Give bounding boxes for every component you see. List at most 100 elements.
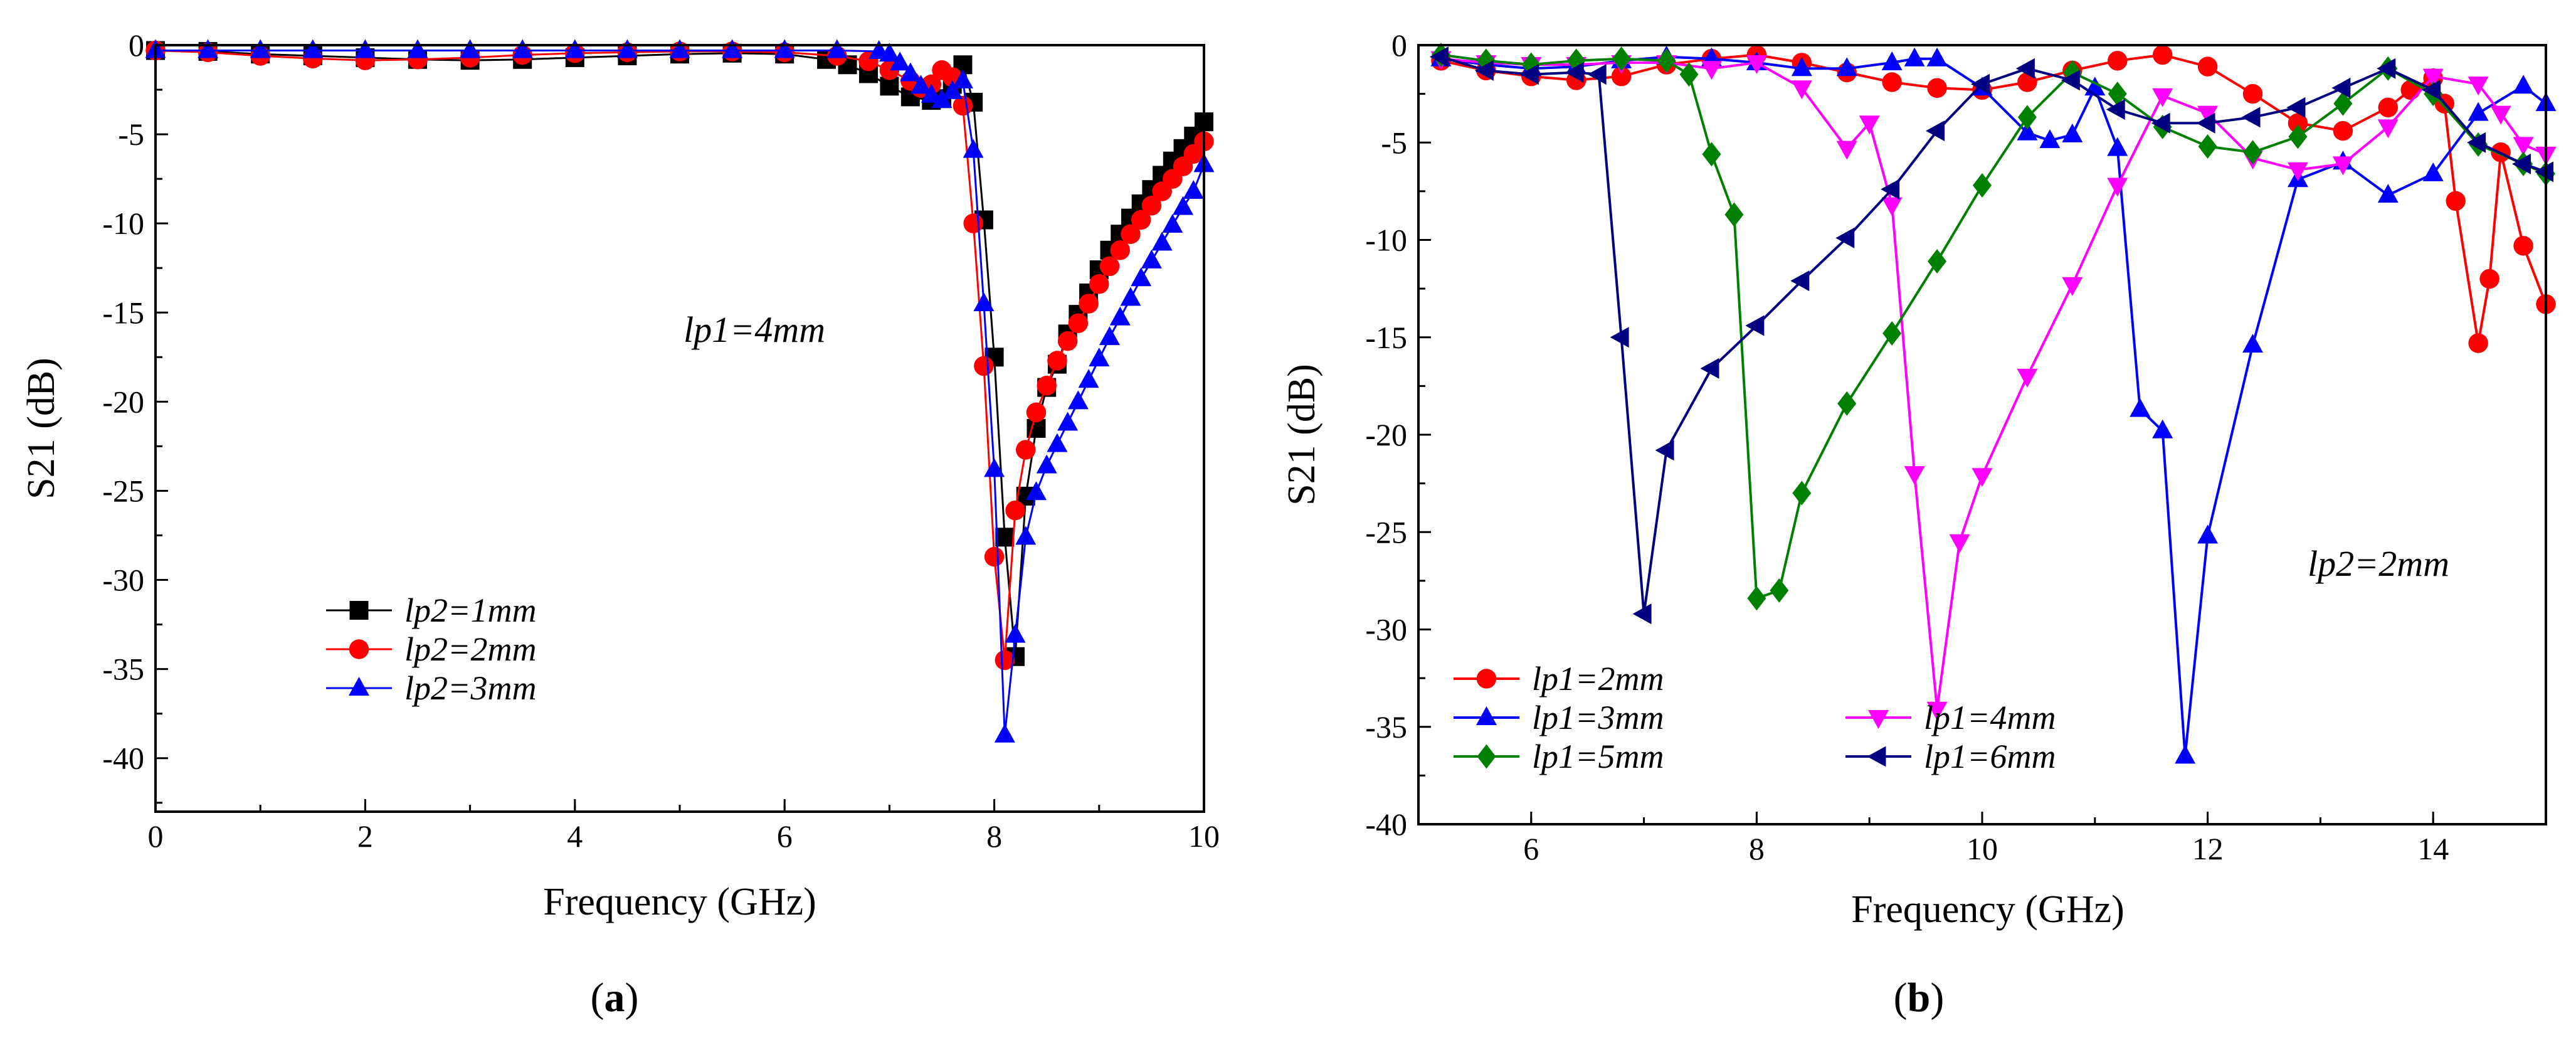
data-point — [1429, 46, 1449, 68]
legend-label: lp1=6mm — [1924, 738, 2056, 775]
data-point — [2152, 45, 2173, 65]
x-tick-label: 2 — [357, 819, 373, 854]
data-point — [2535, 161, 2553, 183]
data-point — [984, 458, 1005, 477]
data-point — [407, 39, 428, 58]
data-point — [1745, 315, 1765, 336]
data-point — [2196, 112, 2215, 134]
data-point — [512, 39, 533, 58]
data-point — [2015, 58, 2035, 79]
data-point — [2331, 77, 2351, 98]
data-point — [2332, 156, 2353, 176]
data-point — [250, 39, 271, 58]
y-tick-label: -10 — [102, 206, 144, 241]
data-point — [2288, 113, 2308, 133]
data-point — [1057, 411, 1079, 431]
data-point — [1079, 294, 1099, 314]
data-point — [1836, 57, 1857, 77]
y-tick-label: -30 — [1365, 612, 1407, 647]
data-point — [1904, 47, 1925, 66]
legend-entry: lp1=3mm — [1454, 699, 1664, 736]
data-point — [1835, 227, 1855, 248]
data-point — [2422, 162, 2444, 181]
data-point — [1587, 64, 1607, 85]
data-point — [1110, 240, 1130, 260]
data-point — [1047, 433, 1068, 452]
legend-label: lp2=1mm — [404, 592, 536, 629]
series-line — [156, 50, 1205, 736]
data-point — [1837, 391, 1857, 416]
y-tick-label: 0 — [1391, 28, 1407, 63]
data-point — [1067, 390, 1089, 410]
data-point — [2061, 70, 2080, 91]
x-tick-label: 10 — [1188, 819, 1220, 854]
legend-entry: lp1=6mm — [1845, 738, 2056, 775]
data-point — [1746, 55, 1767, 74]
x-tick-label: 8 — [1749, 831, 1765, 866]
data-point — [2130, 398, 2151, 417]
data-point — [2197, 105, 2219, 125]
series-lp1=3mm — [1430, 45, 2557, 764]
y-tick-label: -20 — [1365, 417, 1407, 452]
legend-marker — [1477, 744, 1496, 769]
chart-b-ticks: 6 8 10 12 14 0 -5 -10 -15 -20 -25 -30 -35 -40 — [1365, 28, 2547, 866]
data-point — [911, 75, 932, 94]
data-point — [1881, 51, 1903, 70]
data-point — [1836, 141, 1857, 160]
legend-label: lp1=5mm — [1532, 738, 1664, 775]
data-point — [1141, 196, 1162, 216]
data-point — [973, 292, 995, 312]
data-point — [2286, 97, 2306, 118]
data-point — [2175, 745, 2196, 764]
x-tick-label: 0 — [148, 819, 164, 854]
data-point — [1791, 57, 1812, 77]
data-point — [952, 69, 973, 88]
legend-entry: lp1=2mm — [1454, 660, 1664, 698]
data-point — [669, 39, 690, 58]
data-point — [1927, 78, 1947, 98]
data-point — [2468, 77, 2489, 96]
data-point — [2479, 268, 2499, 289]
data-point — [900, 62, 921, 82]
data-point — [974, 356, 994, 376]
data-point — [2288, 124, 2308, 149]
data-point — [1926, 120, 1945, 142]
data-point — [1791, 80, 1812, 100]
y-tick-label: -35 — [1365, 709, 1407, 745]
data-point — [1949, 534, 1970, 553]
data-point — [1068, 313, 1089, 334]
data-point — [963, 139, 984, 158]
data-point — [2422, 79, 2441, 100]
data-point — [1973, 173, 1992, 198]
data-point — [994, 723, 1015, 743]
chart-b-annotation: lp2=2mm — [2308, 543, 2449, 584]
legend-marker — [349, 601, 369, 620]
legend-label: lp1=3mm — [1532, 699, 1664, 736]
legend-entry: lp2=2mm — [326, 630, 536, 668]
y-tick-label: -35 — [102, 652, 144, 687]
chart-b-series — [1429, 43, 2557, 764]
data-point — [1151, 231, 1173, 251]
data-point — [1701, 61, 1722, 80]
data-point — [879, 43, 900, 62]
data-point — [1015, 526, 1037, 545]
data-point — [2062, 277, 2083, 296]
data-point — [1881, 179, 1900, 200]
chart-b: 6 8 10 12 14 0 -5 -10 -15 -20 -25 -30 -35 -40 Frequen… — [1280, 28, 2557, 1021]
legend-marker — [1867, 746, 1886, 767]
x-tick-label: 6 — [1523, 831, 1539, 866]
series-line — [1440, 53, 2547, 600]
y-tick-label: -5 — [1381, 125, 1407, 160]
data-point — [1657, 48, 1676, 73]
data-point — [2241, 107, 2261, 128]
data-point — [2107, 178, 2128, 197]
data-point — [1037, 376, 1057, 396]
data-point — [1882, 321, 1902, 346]
data-point — [2333, 120, 2353, 141]
data-point — [2377, 58, 2396, 79]
data-point — [1099, 256, 1120, 277]
data-point — [1131, 267, 1152, 287]
y-tick-label: -15 — [1365, 320, 1407, 355]
